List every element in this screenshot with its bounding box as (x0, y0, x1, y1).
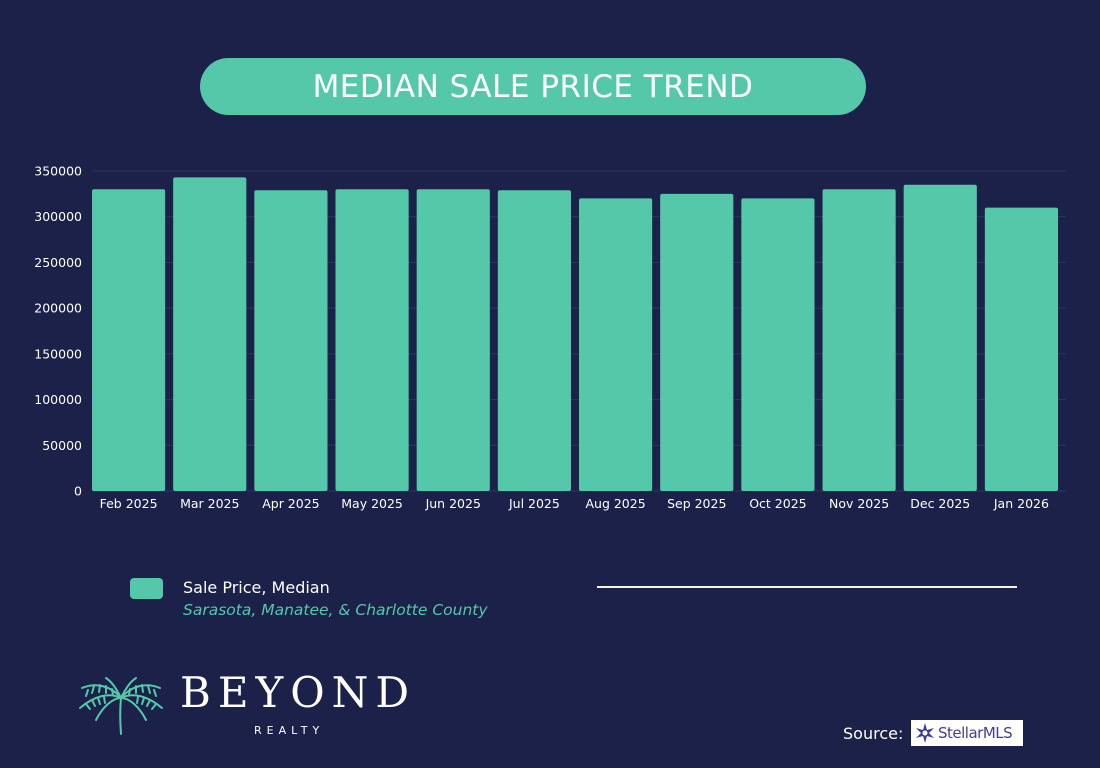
x-tick-label: May 2025 (341, 496, 403, 511)
x-tick-label: Jan 2026 (993, 496, 1049, 511)
y-tick-label: 350000 (34, 164, 82, 179)
bar (254, 190, 328, 491)
bars (92, 177, 1058, 492)
bar (903, 184, 977, 491)
source-logo-text: StellarMLS (938, 724, 1013, 742)
x-tick-label: Nov 2025 (829, 496, 889, 511)
bar (335, 189, 409, 491)
y-tick-label: 150000 (34, 346, 82, 361)
bar (660, 193, 734, 491)
star-icon (916, 723, 934, 743)
x-axis-ticks: Feb 2025 Mar 2025 Apr 2025 May 2025 Jun 2025… (100, 496, 1049, 511)
source-label: Source: (843, 724, 904, 743)
palm-tree-icon (79, 677, 163, 735)
x-tick-label: Feb 2025 (100, 496, 158, 511)
x-tick-label: Jul 2025 (508, 496, 560, 511)
x-tick-label: Oct 2025 (749, 496, 806, 511)
y-tick-label: 300000 (34, 209, 82, 224)
x-tick-label: Jun 2025 (425, 496, 481, 511)
y-tick-label: 0 (74, 484, 82, 499)
legend-label: Sale Price, Median (183, 578, 330, 597)
bar (984, 207, 1058, 492)
bar (741, 198, 815, 491)
x-tick-label: Apr 2025 (262, 496, 319, 511)
x-tick-label: Dec 2025 (910, 496, 970, 511)
bar (579, 198, 653, 491)
bar (416, 189, 490, 491)
y-tick-label: 200000 (34, 301, 82, 316)
legend-subtitle: Sarasota, Manatee, & Charlotte County (183, 601, 488, 619)
y-tick-label: 50000 (42, 438, 82, 453)
bar-chart: 0 50000 100000 150000 200000 250000 300000 3500… (34, 164, 1066, 511)
brand-subtitle: REALTY (254, 724, 325, 737)
brand-name: BEYOND (180, 668, 417, 717)
y-tick-label: 100000 (34, 392, 82, 407)
chart-title: MEDIAN SALE PRICE TREND (312, 68, 754, 105)
y-axis-ticks: 0 50000 100000 150000 200000 250000 300000 3500… (34, 164, 82, 499)
legend-swatch (130, 578, 163, 599)
chart-title-banner: MEDIAN SALE PRICE TREND (200, 58, 866, 115)
x-tick-label: Mar 2025 (180, 496, 239, 511)
bar (92, 189, 166, 491)
divider-line (597, 586, 1017, 588)
x-tick-label: Aug 2025 (585, 496, 645, 511)
x-tick-label: Sep 2025 (667, 496, 726, 511)
bar (497, 190, 571, 491)
stellar-mls-logo: StellarMLS (911, 720, 1023, 746)
bar (173, 177, 247, 491)
bar (822, 189, 896, 491)
y-tick-label: 250000 (34, 255, 82, 270)
